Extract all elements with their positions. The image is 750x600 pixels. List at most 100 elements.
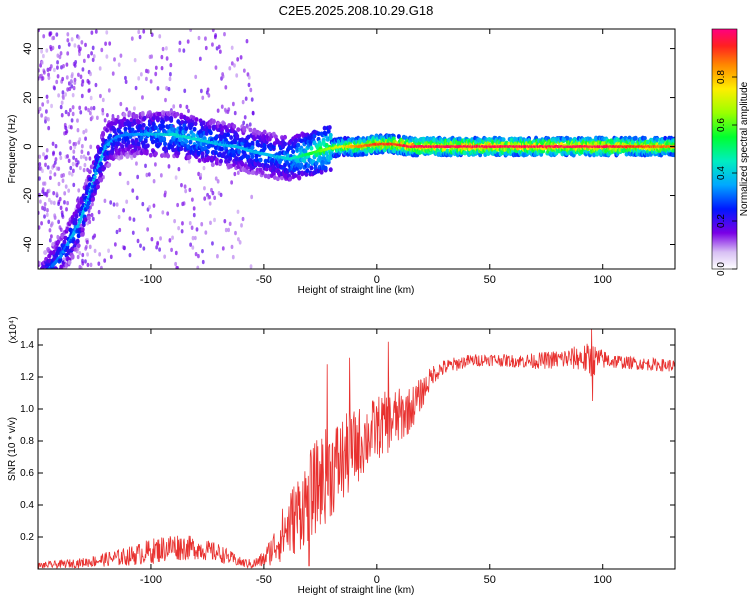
spectrogram-cell: [38, 261, 42, 266]
spectrogram-cell: [38, 290, 42, 295]
spectrogram-cell: [246, 154, 251, 160]
spectrogram-cell: [61, 90, 65, 95]
figure-title: C2E5.2025.208.10.29.G18: [279, 3, 434, 18]
spectrogram-cell: [251, 170, 256, 176]
spectrogram-cell: [49, 31, 53, 36]
spectrogram-cell: [135, 161, 138, 166]
spectrogram-cell: [135, 195, 139, 201]
spectrogram-cell: [116, 141, 121, 147]
spectrogram-cell: [160, 65, 164, 71]
spectrogram-cell: [75, 239, 80, 245]
spectrogram-cell: [193, 235, 197, 241]
spectrogram-cell: [88, 156, 92, 161]
spectrogram-cell: [188, 139, 193, 145]
spectrogram-cell: [148, 205, 151, 210]
spectrogram-cell: [153, 125, 158, 131]
spectrogram-cell: [246, 125, 250, 130]
spectrogram-cell: [71, 168, 75, 174]
spectrogram-cell: [230, 45, 234, 50]
spectrogram-cell: [171, 147, 176, 153]
spectrogram-cell: [84, 128, 88, 133]
spectrogram-cell: [52, 200, 56, 206]
spectrogram-cell: [86, 252, 89, 257]
spectrogram-cell: [152, 179, 156, 184]
spectrogram-cell: [193, 121, 198, 127]
spectrogram-cell: [231, 101, 235, 107]
spectrogram-cell: [252, 127, 257, 133]
spectrogram-cell: [87, 208, 91, 214]
spectrogram-cell: [107, 248, 110, 253]
spectrogram-cell: [204, 131, 209, 136]
spectrogram-core-cell: [79, 215, 84, 219]
spectrogram-cell: [279, 175, 284, 181]
spectrogram-cell: [260, 170, 265, 176]
spectrogram-cell: [103, 118, 107, 123]
spectrogram-cell: [132, 118, 137, 124]
spectrogram-cell: [203, 186, 206, 191]
spectrogram-core-cell: [40, 275, 44, 278]
spectrogram-cell: [58, 196, 62, 202]
spectrogram-cell: [323, 131, 328, 137]
spectrogram-cell: [92, 105, 96, 111]
spectrogram-cell: [99, 146, 104, 152]
spectrogram-cell: [48, 281, 52, 286]
spectrogram-cell: [162, 136, 167, 142]
spectrogram-cell: [76, 254, 80, 260]
spectrogram-cell: [294, 138, 299, 143]
spectrogram-cell: [233, 139, 238, 145]
spectrogram-cell: [42, 289, 46, 294]
spectrogram-cell: [163, 190, 167, 195]
spectrogram-cell: [187, 154, 192, 160]
spectrogram-core-cell: [45, 270, 49, 273]
spectrogram-cell: [76, 243, 81, 249]
spectrogram-cell: [118, 227, 122, 233]
spectrogram-cell: [221, 74, 225, 79]
spectrogram-cell: [196, 265, 200, 269]
spectrogram-cell: [133, 106, 136, 111]
spectrogram-cell: [113, 57, 116, 62]
spectrogram-cell: [178, 48, 182, 53]
snr-y-axis-label: SNR (10 * v/v): [7, 417, 18, 481]
spectrogram-cell: [89, 71, 92, 77]
spectrogram-cell: [191, 132, 196, 138]
spectrogram-cell: [180, 182, 183, 188]
spectrogram-cell: [54, 273, 58, 278]
colorbar-tick-label: 0.2: [716, 214, 727, 228]
spectrogram-cell: [122, 208, 126, 213]
spectrogram-cell: [309, 145, 314, 151]
spectrogram-cell: [293, 173, 298, 178]
spectrogram-cell: [43, 286, 47, 291]
spectrogram-cell: [146, 69, 150, 74]
spectrogram-cell: [154, 162, 157, 167]
spectrogram-cell: [139, 119, 143, 125]
spectrogram-cell: [223, 32, 226, 37]
colorbar-tick-label: 0.4: [716, 166, 727, 180]
spectrogram-cell: [222, 151, 227, 157]
spectrogram-cell: [243, 115, 247, 120]
spectrogram-cell: [168, 238, 172, 243]
spectrogram-cell: [254, 153, 259, 159]
spectrogram-cell: [101, 97, 105, 103]
spectrogram-cell: [247, 82, 251, 88]
spectrogram-cell: [59, 205, 63, 211]
spectrogram-core-cell: [37, 279, 41, 282]
spectrogram-cell: [38, 29, 41, 33]
spectrogram-cell: [187, 108, 190, 114]
spectrogram-cell: [70, 254, 75, 260]
spectrogram-cell: [63, 200, 66, 205]
spectrogram-cell: [45, 212, 49, 218]
spectrogram-cell: [93, 233, 97, 238]
spectrogram-cell: [108, 41, 112, 46]
spectrogram-cell: [191, 115, 196, 121]
spectrogram-cell: [78, 51, 81, 57]
spectrogram-cell: [84, 259, 87, 264]
spectrogram-cell: [62, 269, 66, 274]
spectrogram-cell: [82, 154, 86, 159]
spectrogram-cell: [48, 228, 52, 233]
spectrogram-cell: [50, 221, 54, 226]
spectrogram-cell: [113, 242, 117, 247]
spectrogram-cell: [197, 158, 202, 163]
spectrogram-cell: [194, 74, 198, 80]
spectrogram-cell: [161, 124, 166, 129]
spectrogram-cell: [205, 149, 210, 155]
